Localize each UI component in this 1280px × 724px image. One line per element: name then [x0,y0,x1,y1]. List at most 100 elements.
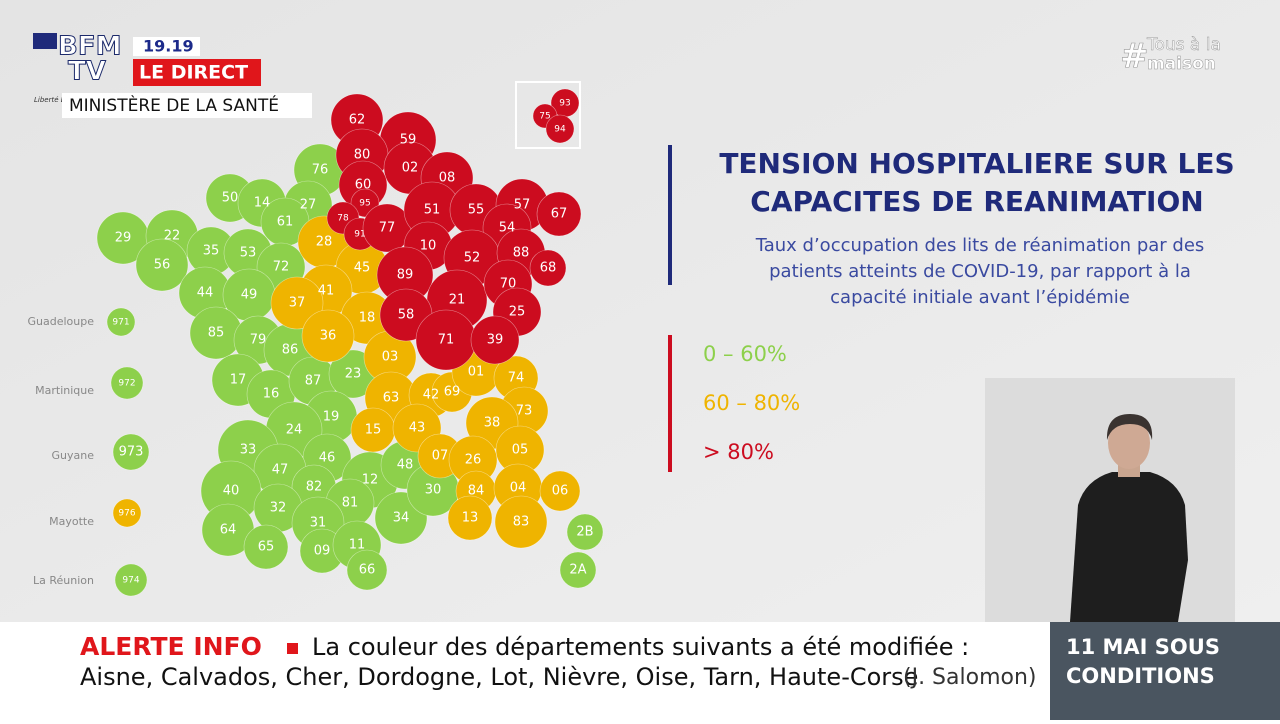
department-code: 38 [484,416,501,431]
legend-bar [668,335,672,472]
department-area [470,315,520,365]
department-area [112,433,150,471]
department-code: 95 [359,199,370,209]
department-code: 61 [277,215,294,230]
map: 76 50 14 27 61 29 22 35 53 72 56 44 49 85 79 86 17 16 87 23… [28,88,604,597]
department-code: 88 [513,246,530,261]
department-area [110,366,144,400]
department-code: 52 [464,251,481,266]
promo-box [1050,622,1280,720]
department-code: 35 [203,244,220,259]
overseas-name: Martinique [35,384,94,397]
time-box [133,37,200,56]
ministry-flag [33,33,57,49]
signer-head [1108,417,1150,469]
department-code: 48 [397,458,414,473]
department-code: 16 [263,387,280,402]
department-code: 89 [397,268,414,283]
department-code: 60 [355,178,372,193]
legend-label: 60 – 80% [703,391,800,415]
department-code: 78 [337,214,349,224]
live: LE DIRECT [139,62,248,84]
department-code: 36 [320,329,337,344]
department-code: 30 [425,483,442,498]
department-code: 44 [197,286,214,301]
department-code: 47 [272,463,289,478]
department-code: 55 [468,203,485,218]
department-code: 13 [462,511,479,526]
department-code: 69 [444,385,461,400]
department-code: 67 [551,207,568,222]
hashtag-symbol: # [1120,37,1149,77]
department-code: 77 [379,221,396,236]
department-area [243,524,289,570]
department-area [536,191,582,237]
logo-bottom: TV [68,57,106,87]
department-code: 46 [319,451,336,466]
department-area [494,495,548,549]
department-code: 33 [240,443,257,458]
department-area [114,563,148,597]
department-code: 15 [365,423,382,438]
department-code: 63 [383,391,400,406]
department-code: 07 [432,449,449,464]
department-code: 79 [250,333,267,348]
department-code: 24 [286,423,303,438]
overseas-name: Guyane [52,449,95,462]
ticker-line-1: La couleur des départements suivants a é… [312,633,969,661]
hashtag-bottom: maison [1147,54,1216,74]
department-area [106,307,136,337]
department-area [566,513,604,551]
department-code: 02 [402,161,419,176]
source: MINISTÈRE DE LA SANTÉ [69,94,279,116]
department-code: 84 [468,484,485,499]
source-box [62,93,312,118]
department-code: 64 [220,523,237,538]
department-code: 21 [449,293,466,308]
department-code: 29 [115,231,132,246]
subtitle-line: Taux d’occupation des lits de réanimatio… [755,235,1205,256]
department-code: 974 [122,576,139,586]
signer-hair [1106,414,1153,440]
promo-line: CONDITIONS [1066,664,1215,688]
alert-label: ALERTE INFO [80,632,262,661]
department-area [529,249,567,287]
department-code: 18 [359,311,376,326]
department-code: 76 [312,163,329,178]
ticker-line-2: Aisne, Calvados, Cher, Dordogne, Lot, Ni… [80,663,918,691]
department-code: 72 [273,260,290,275]
department-code: 2A [569,563,586,578]
department-code: 49 [241,288,258,303]
department-code: 972 [118,379,135,389]
department-area [135,238,189,292]
department-code: 32 [270,501,287,516]
department-code: 2B [576,525,593,540]
department-code: 17 [230,373,247,388]
department-code: 08 [439,171,456,186]
department-code: 94 [554,125,566,135]
department-area [539,470,581,512]
department-code: 39 [487,333,504,348]
department-area [346,549,388,591]
department-code: 54 [499,221,516,236]
department-code: 82 [306,480,323,495]
department-code: 80 [354,148,371,163]
department-code: 86 [282,343,299,358]
logo-top: BFM [58,32,121,62]
department-code: 26 [465,453,482,468]
alert-square [287,643,298,654]
department-code: 09 [314,544,331,559]
department-code: 05 [512,443,529,458]
department-code: 37 [289,296,306,311]
department-code: 50 [222,191,239,206]
subtitle-line: capacité initiale avant l’épidémie [830,287,1130,308]
department-code: 28 [316,235,333,250]
department-code: 74 [508,371,525,386]
department-code: 40 [223,484,240,499]
department-code: 75 [539,112,550,122]
department-code: 65 [258,540,275,555]
ticker-bar [0,622,1050,720]
department-code: 56 [154,258,171,273]
